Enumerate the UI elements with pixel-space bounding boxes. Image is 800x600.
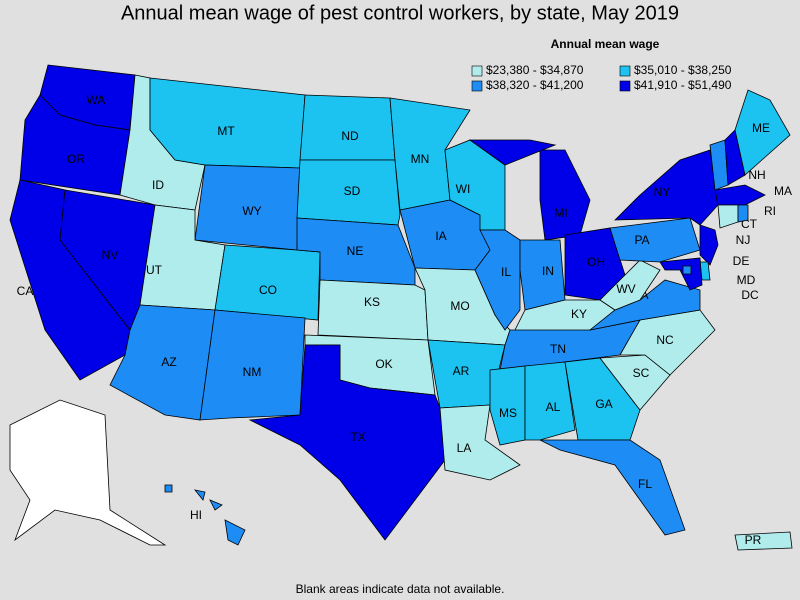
legend-title: Annual mean wage [551,37,660,51]
state-label: MD [737,273,756,287]
state-shape [317,279,429,341]
state-label: AZ [161,355,176,369]
state-label: ID [152,178,164,192]
state-shape [659,257,703,291]
legend-swatch [619,80,631,92]
state-label: OK [375,357,392,371]
state-label: OH [587,255,605,269]
state-label: NC [656,333,674,347]
state-label: TX [350,430,365,444]
state-label: PR [745,533,762,547]
state-label: OR [67,152,85,166]
legend-label: $41,910 - $51,490 [634,78,732,92]
legend: $23,380 - $34,870 $35,010 - $38,250 $38,32… [471,63,732,92]
state-shape [468,139,557,166]
state-label: GA [595,397,612,411]
state-label: MI [554,206,567,220]
state-label: AL [546,400,561,414]
state-shape [199,309,306,421]
footnote: Blank areas indicate data not available. [296,582,505,596]
legend-swatch [471,65,483,77]
state-label: ND [341,129,359,143]
state-shape [489,365,526,446]
state-label: MS [499,406,517,420]
state-shape [737,204,749,223]
state-shape [539,439,686,536]
state-label: NH [748,168,765,182]
state-shape [599,259,661,311]
state-label: SC [633,366,650,380]
state-label: IN [542,264,554,278]
state-shape [699,224,719,266]
state-shape [248,344,446,541]
state-shape [734,89,791,176]
state-label: CA [17,284,34,298]
state-label: FL [638,477,652,491]
state-label: NY [654,185,671,199]
state-shape [714,184,766,206]
state-shape [682,265,692,275]
state-label: PA [634,233,649,247]
legend-label: $23,380 - $34,870 [486,63,584,77]
state-label: KY [571,307,587,321]
state-shape [299,94,396,161]
state-shape [296,159,401,226]
state-label: MO [450,299,469,313]
state-label: SD [344,184,361,198]
legend-swatch [471,80,483,92]
state-label: LA [457,441,472,455]
state-label: KS [364,295,380,309]
state-label: NV [102,248,119,262]
legend-label: $35,010 - $38,250 [634,63,732,77]
state-label: ME [752,121,770,135]
state-label: MA [774,184,792,198]
state-label: IA [435,229,446,243]
state-label: WY [242,204,261,218]
state-label: IL [501,265,511,279]
states: WA OR CA NV ID MT WY UT CO AZ NM ND SD NE KS OK TX MN IA MO… [9,64,793,551]
state-label: HI [190,508,202,522]
state-label: DE [733,254,750,268]
state-label: NJ [736,233,751,247]
state-shape [474,229,521,331]
map-title: Annual mean wage of pest control workers… [121,2,679,24]
state-label: UT [146,263,163,277]
state-shape [564,357,641,441]
state-shape [214,244,321,321]
legend-label: $38,320 - $41,200 [486,78,584,92]
state-shape [524,361,576,441]
legend-swatch [619,65,631,77]
state-label: TN [550,342,566,356]
state-shape [609,217,701,263]
state-label: WA [87,93,106,107]
state-label: CO [259,283,277,297]
state-label: RI [764,204,776,218]
state-label: NE [347,244,364,258]
state-shape [164,484,173,493]
state-label: MN [411,152,430,166]
state-label: NM [243,365,262,379]
alaska-no-data [9,399,167,546]
state-shape [734,531,793,551]
state-shape [224,519,246,546]
state-label: WV [616,282,635,296]
state-label: MT [217,124,235,138]
state-shape [209,499,223,511]
state-label: WI [456,182,471,196]
state-shape [194,489,206,501]
state-label: DC [741,288,759,302]
state-label: AR [453,364,470,378]
